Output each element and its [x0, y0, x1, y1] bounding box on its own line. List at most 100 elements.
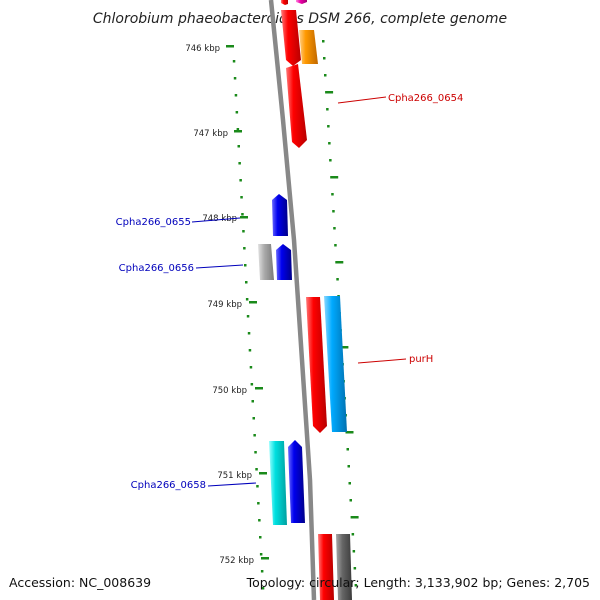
minor-dash-left: [250, 383, 254, 386]
leader-line-Cpha266_0656: [195, 264, 244, 269]
leader-line-Cpha266_0654: [337, 96, 387, 104]
minor-dash-left: [259, 536, 262, 539]
minor-dash-left: [243, 247, 246, 250]
minor-dash-right: [326, 108, 329, 111]
tick-label-746: 746 kbp: [185, 44, 220, 54]
minor-dash-left: [245, 281, 248, 284]
minor-dash-right: [323, 57, 326, 60]
leader-line-purH: [357, 358, 407, 364]
minor-dash-left: [254, 451, 257, 454]
minor-dash-left: [248, 349, 252, 352]
minor-dash-right: [322, 40, 325, 43]
minor-dash-right: [325, 91, 334, 94]
minor-dash-left: [246, 315, 250, 318]
minor-dash-right: [352, 550, 356, 553]
minor-dash-left: [247, 332, 251, 335]
tick-label-751: 751 kbp: [217, 471, 252, 481]
minor-dash-right: [328, 142, 331, 145]
minor-dash-left: [233, 77, 237, 80]
minor-dash-right: [329, 159, 332, 162]
minor-dash-right: [327, 125, 330, 128]
minor-dash-right: [324, 74, 327, 77]
minor-dash-left: [252, 417, 255, 420]
minor-dash-right: [348, 482, 351, 485]
minor-dash-right: [347, 465, 350, 468]
tick-label-750: 750 kbp: [212, 386, 247, 396]
tick-mark-747: [234, 130, 242, 133]
tick-label-749: 749 kbp: [207, 300, 242, 310]
minor-dash-right: [349, 499, 352, 502]
gene-labels: Cpha266_0654 Cpha266_0655 Cpha266_0656 p…: [116, 93, 464, 491]
minor-dash-right: [336, 278, 339, 281]
minor-dash-right: [335, 261, 344, 264]
tick-mark-751: [259, 472, 267, 475]
topology-text: Topology: circular; Length: 3,133,902 bp…: [246, 575, 590, 590]
minor-dash-left: [232, 60, 236, 63]
gene-darkgray-bottom[interactable]: [336, 534, 352, 600]
minor-dash-left: [256, 485, 259, 488]
label-Cpha266_0655[interactable]: Cpha266_0655: [116, 217, 191, 228]
gene-features: [258, 0, 352, 600]
gene-Cpha266_0655[interactable]: [272, 194, 288, 236]
minor-dash-right: [334, 244, 337, 247]
minor-dash-left: [237, 145, 240, 148]
minor-dash-right: [351, 533, 355, 536]
minor-dash-left: [249, 366, 253, 369]
minor-dash-right: [340, 346, 349, 349]
gene-magenta-partial-top[interactable]: [296, 0, 307, 4]
label-purH[interactable]: purH: [409, 354, 433, 365]
minor-dash-left: [236, 128, 240, 131]
minor-dash-right: [350, 516, 359, 519]
map-title: Chlorobium phaeobacteroides DSM 266, com…: [93, 11, 507, 27]
minor-dash-left: [259, 553, 263, 556]
gene-Cpha266_0656[interactable]: [276, 244, 292, 280]
gene-Cpha266_0658[interactable]: [269, 441, 287, 525]
leader-line-Cpha266_0655: [191, 217, 241, 223]
minor-dash-right: [330, 176, 339, 179]
leader-line-Cpha266_0658: [207, 482, 257, 487]
gene-red-bottom[interactable]: [318, 534, 334, 600]
minor-dash-left: [253, 434, 256, 437]
minor-dash-left: [239, 179, 242, 182]
tick-label-752: 752 kbp: [219, 556, 254, 566]
minor-dash-right: [333, 227, 336, 230]
minor-dash-left: [251, 400, 254, 403]
tick-scale: 746 kbp 747 kbp 748 kbp 749 kbp 750 kbp …: [185, 44, 269, 566]
label-Cpha266_0658[interactable]: Cpha266_0658: [131, 480, 206, 491]
label-Cpha266_0654[interactable]: Cpha266_0654: [388, 93, 463, 104]
minor-dash-left: [242, 230, 245, 233]
gene-purH[interactable]: [306, 297, 327, 433]
minor-dash-left: [240, 196, 243, 199]
minor-dash-left: [258, 519, 261, 522]
tick-label-748: 748 kbp: [202, 214, 237, 224]
gene-Cpha266_0654[interactable]: [286, 64, 307, 148]
gene-red-partial-top[interactable]: [281, 0, 288, 5]
minor-dash-right: [345, 431, 354, 434]
minor-dash-right: [331, 193, 334, 196]
minor-dash-left: [245, 298, 249, 301]
tick-mark-750: [255, 387, 263, 390]
minor-dash-left: [261, 587, 265, 590]
gene-red-upper[interactable]: [281, 10, 301, 66]
tick-mark-752: [261, 557, 269, 560]
accession-text: Accession: NC_008639: [9, 575, 151, 590]
gene-gray-small[interactable]: [258, 244, 274, 280]
minor-dash-left: [255, 468, 258, 471]
tick-mark-746: [226, 45, 234, 48]
tick-label-747: 747 kbp: [193, 129, 228, 139]
label-Cpha266_0656[interactable]: Cpha266_0656: [119, 263, 194, 274]
minor-dash-right: [354, 584, 358, 587]
gene-lightblue[interactable]: [324, 296, 347, 432]
gene-orange[interactable]: [299, 30, 318, 64]
minor-dash-left: [234, 94, 238, 97]
minor-dash-left: [244, 264, 247, 267]
genome-backbone: [268, 0, 317, 600]
minor-dash-right: [332, 210, 335, 213]
gene-blue-lower[interactable]: [288, 440, 305, 523]
minor-dash-left: [241, 213, 244, 216]
tick-mark-748: [240, 216, 248, 219]
minor-dash-left: [235, 111, 239, 114]
minor-dash-left: [238, 162, 241, 165]
